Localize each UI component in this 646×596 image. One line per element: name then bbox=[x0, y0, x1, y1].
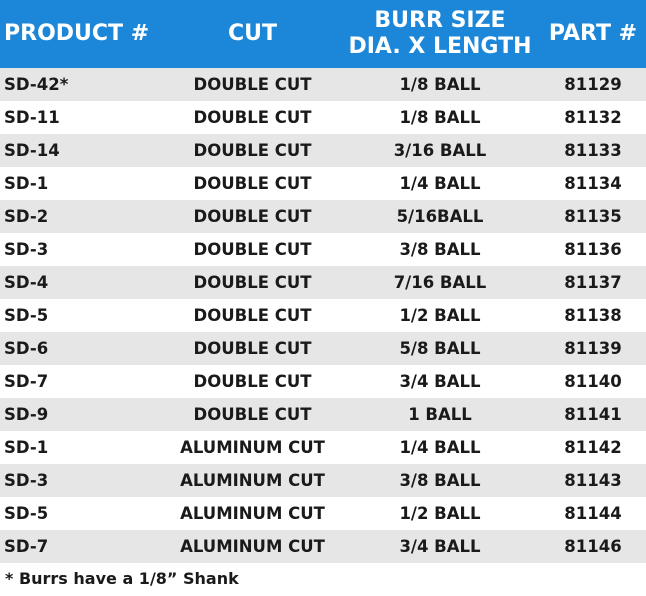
table-cell: 3/4 BALL bbox=[340, 530, 540, 563]
table-cell: 81141 bbox=[540, 398, 646, 431]
table-cell: SD-6 bbox=[0, 332, 165, 365]
table-cell: SD-14 bbox=[0, 134, 165, 167]
table-cell: 3/16 BALL bbox=[340, 134, 540, 167]
footnote: * Burrs have a 1/8” Shank bbox=[5, 569, 239, 588]
table-row: SD-1 DOUBLE CUT 1/4 BALL 81134 bbox=[0, 167, 646, 200]
table-row: SD-42* DOUBLE CUT 1/8 BALL 81129 bbox=[0, 68, 646, 101]
table-cell: DOUBLE CUT bbox=[165, 134, 340, 167]
table-cell: 81133 bbox=[540, 134, 646, 167]
header-line: BURR SIZE bbox=[374, 8, 506, 33]
table-cell: 81137 bbox=[540, 266, 646, 299]
table-cell: SD-2 bbox=[0, 200, 165, 233]
table-row: SD-6 DOUBLE CUT 5/8 BALL 81139 bbox=[0, 332, 646, 365]
table-cell: DOUBLE CUT bbox=[193, 372, 312, 391]
header-cell: PART # bbox=[540, 0, 646, 68]
table-cell: 1/4 BALL bbox=[399, 174, 481, 193]
header-row: PRODUCT # CUT BURR SIZE DIA. X LENGTH PART # bbox=[0, 0, 646, 68]
table-cell: 1/2 BALL bbox=[399, 504, 481, 523]
table-cell: DOUBLE CUT bbox=[165, 200, 340, 233]
table-row: SD-3 ALUMINUM CUT 3/8 BALL 81143 bbox=[0, 464, 646, 497]
table-cell: ALUMINUM CUT bbox=[180, 504, 325, 523]
table-cell: 5/8 BALL bbox=[340, 332, 540, 365]
header-cell: CUT bbox=[165, 0, 340, 68]
table-row: SD-4 DOUBLE CUT 7/16 BALL 81137 bbox=[0, 266, 646, 299]
table-cell: 5/16BALL bbox=[340, 200, 540, 233]
table-cell: DOUBLE CUT bbox=[193, 240, 312, 259]
table-cell: SD-4 bbox=[0, 266, 165, 299]
table-cell: DOUBLE CUT bbox=[165, 68, 340, 101]
table-row: SD-11 DOUBLE CUT 1/8 BALL 81132 bbox=[0, 101, 646, 134]
table-cell: 3/8 BALL bbox=[340, 464, 540, 497]
table-cell: 81135 bbox=[540, 200, 646, 233]
table-cell: 81134 bbox=[564, 174, 622, 193]
parts-table: PRODUCT # CUT BURR SIZE DIA. X LENGTH PART #… bbox=[0, 0, 646, 563]
table-row: SD-7 ALUMINUM CUT 3/4 BALL 81146 bbox=[0, 530, 646, 563]
table-cell: 81139 bbox=[540, 332, 646, 365]
table-cell: DOUBLE CUT bbox=[165, 332, 340, 365]
table-cell: SD-7 bbox=[4, 372, 49, 391]
table-cell: DOUBLE CUT bbox=[165, 266, 340, 299]
header-line: DIA. X LENGTH bbox=[348, 34, 532, 59]
table-cell: SD-1 bbox=[4, 174, 49, 193]
table-cell: ALUMINUM CUT bbox=[180, 438, 325, 457]
table-cell: SD-9 bbox=[0, 398, 165, 431]
table-cell: 81140 bbox=[564, 372, 622, 391]
header-cell: PRODUCT # bbox=[0, 0, 165, 68]
table-cell: DOUBLE CUT bbox=[165, 398, 340, 431]
table-cell: ALUMINUM CUT bbox=[165, 464, 340, 497]
table-cell: 81132 bbox=[564, 108, 622, 127]
table-cell: 1/8 BALL bbox=[399, 108, 481, 127]
table-cell: DOUBLE CUT bbox=[193, 108, 312, 127]
table-row: SD-7 DOUBLE CUT 3/4 BALL 81140 bbox=[0, 365, 646, 398]
table-cell: 81146 bbox=[540, 530, 646, 563]
table-cell: SD-5 bbox=[4, 504, 49, 523]
table-cell: DOUBLE CUT bbox=[193, 306, 312, 325]
table-cell: 3/4 BALL bbox=[399, 372, 481, 391]
table-cell: SD-11 bbox=[4, 108, 60, 127]
table-cell: 1/2 BALL bbox=[399, 306, 481, 325]
table-cell: SD-3 bbox=[4, 240, 49, 259]
table-cell: SD-1 bbox=[4, 438, 49, 457]
table-cell: SD-7 bbox=[0, 530, 165, 563]
table-row: SD-14 DOUBLE CUT 3/16 BALL 81133 bbox=[0, 134, 646, 167]
table-row: SD-2 DOUBLE CUT 5/16BALL 81135 bbox=[0, 200, 646, 233]
table-cell: 1 BALL bbox=[340, 398, 540, 431]
table-row: SD-3 DOUBLE CUT 3/8 BALL 81136 bbox=[0, 233, 646, 266]
table-cell: DOUBLE CUT bbox=[193, 174, 312, 193]
table-cell: 81129 bbox=[540, 68, 646, 101]
table-cell: 7/16 BALL bbox=[340, 266, 540, 299]
table-cell: SD-5 bbox=[4, 306, 49, 325]
table-cell: SD-42* bbox=[0, 68, 165, 101]
table-cell: ALUMINUM CUT bbox=[165, 530, 340, 563]
table-cell: 1/8 BALL bbox=[340, 68, 540, 101]
table-body: SD-42* DOUBLE CUT 1/8 BALL 81129 SD-11 DOUBLE… bbox=[0, 68, 646, 563]
table-cell: 81143 bbox=[540, 464, 646, 497]
table-cell: 3/8 BALL bbox=[399, 240, 481, 259]
header-cell: BURR SIZE DIA. X LENGTH bbox=[340, 0, 540, 68]
table-row: SD-1 ALUMINUM CUT 1/4 BALL 81142 bbox=[0, 431, 646, 464]
table-row: SD-9 DOUBLE CUT 1 BALL 81141 bbox=[0, 398, 646, 431]
table-cell: 81138 bbox=[564, 306, 622, 325]
table-cell: 81136 bbox=[564, 240, 622, 259]
table-row: SD-5 DOUBLE CUT 1/2 BALL 81138 bbox=[0, 299, 646, 332]
table-cell: 81144 bbox=[564, 504, 622, 523]
table-cell: SD-3 bbox=[0, 464, 165, 497]
table-cell: 1/4 BALL bbox=[399, 438, 481, 457]
table-cell: 81142 bbox=[564, 438, 622, 457]
table-row: SD-5 ALUMINUM CUT 1/2 BALL 81144 bbox=[0, 497, 646, 530]
